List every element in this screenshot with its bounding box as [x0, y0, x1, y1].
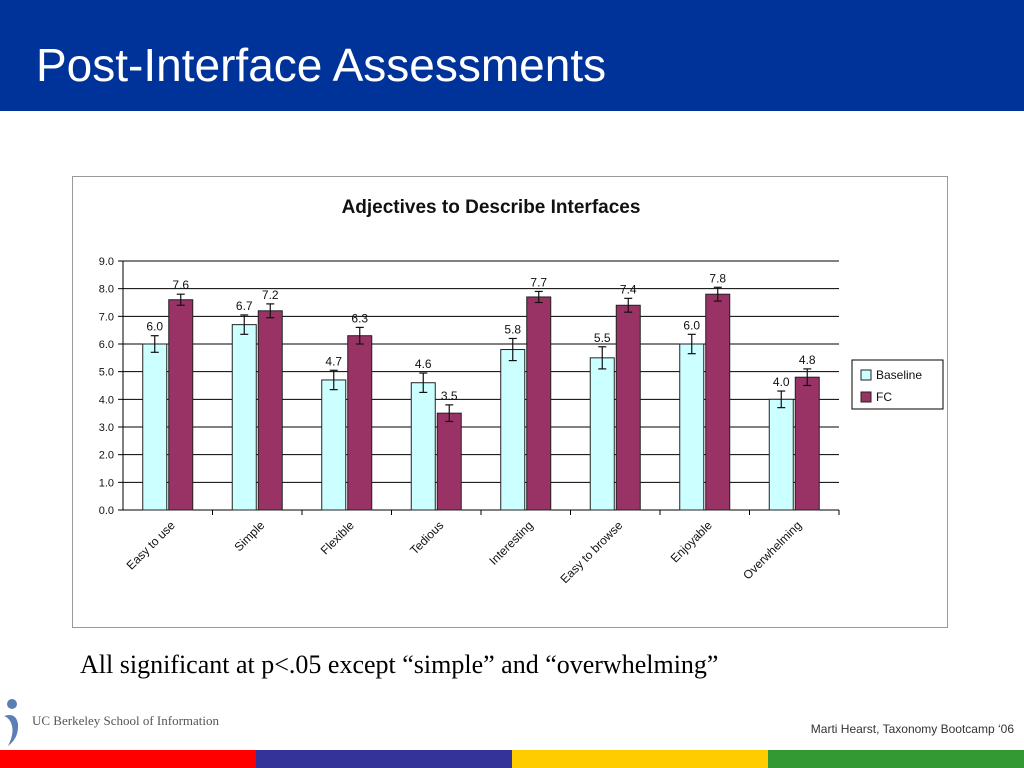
data-label: 4.7: [325, 354, 342, 368]
data-label: 4.0: [773, 375, 790, 389]
category-label: Flexible: [318, 518, 357, 557]
logo-text: UC Berkeley School of Information: [32, 713, 220, 728]
y-tick-label: 3.0: [99, 422, 114, 434]
bar-fc: [347, 335, 373, 511]
category-label: Tedious: [407, 518, 446, 557]
category-label: Easy to browse: [557, 518, 625, 586]
legend-label-baseline: Baseline: [876, 368, 922, 382]
data-label: 4.6: [415, 357, 432, 371]
title-bar: Post-Interface Assessments: [0, 0, 1024, 111]
chart-svg: Adjectives to Describe Interfaces 0.0 1.0 2…: [99, 197, 944, 586]
bar-fc: [168, 299, 194, 511]
data-label: 6.3: [351, 311, 368, 325]
bar-baseline: [679, 343, 705, 511]
bar-fc: [526, 296, 552, 511]
bar-fc: [615, 304, 641, 511]
bar-fc: [436, 412, 462, 511]
y-tick-label: 0.0: [99, 505, 114, 517]
data-label: 7.6: [172, 278, 189, 292]
data-label: 5.8: [504, 322, 521, 336]
legend-label-fc: FC: [876, 390, 892, 404]
slide-caption: All significant at p<.05 except “simple”…: [80, 650, 719, 679]
y-tick-label: 8.0: [99, 284, 114, 296]
category-label: Easy to use: [124, 518, 178, 572]
strip-blue: [256, 750, 512, 768]
chart-title: Adjectives to Describe Interfaces: [342, 197, 641, 218]
strip-red: [0, 750, 256, 768]
data-label: 5.5: [594, 331, 611, 345]
bar-baseline: [321, 379, 347, 511]
data-label: 3.5: [441, 389, 458, 403]
chart-frame: Adjectives to Describe Interfaces 0.0 1.0 2…: [72, 176, 948, 628]
strip-yellow: [512, 750, 768, 768]
data-label: 6.7: [236, 299, 253, 313]
data-label: 7.7: [530, 275, 547, 289]
category-label: Simple: [232, 518, 268, 554]
bar-baseline: [500, 349, 526, 511]
bar-baseline: [768, 398, 794, 511]
bar-fc: [705, 293, 731, 511]
legend-swatch-baseline: [860, 369, 872, 381]
y-tick-label: 2.0: [99, 450, 114, 462]
category-label: Interesting: [486, 518, 536, 568]
category-label: Overwhelming: [740, 518, 804, 582]
bar-fc: [794, 376, 820, 511]
y-tick-label: 1.0: [99, 477, 114, 489]
data-label: 7.4: [620, 282, 637, 296]
y-tick-label: 7.0: [99, 311, 114, 323]
data-label: 7.8: [709, 271, 726, 285]
y-tick-label: 4.0: [99, 394, 114, 406]
bar-baseline: [231, 324, 257, 511]
strip-green: [768, 750, 1024, 768]
y-tick-label: 9.0: [99, 256, 114, 268]
data-label: 4.8: [799, 353, 816, 367]
bar-baseline: [589, 357, 615, 511]
slide-title: Post-Interface Assessments: [36, 39, 607, 91]
berkeley-logo-icon: UC Berkeley School of Information: [4, 699, 220, 746]
data-label: 6.0: [683, 318, 700, 332]
category-label: Enjoyable: [668, 518, 715, 565]
footer-text: Marti Hearst, Taxonomy Bootcamp ‘06: [810, 722, 1014, 736]
y-tick-label: 6.0: [99, 339, 114, 351]
berkeley-logo: UC Berkeley School of Information: [0, 698, 240, 748]
bar-baseline: [410, 382, 436, 511]
y-tick-label: 5.0: [99, 367, 114, 379]
legend-swatch-fc: [860, 391, 872, 403]
data-label: 6.0: [146, 320, 163, 334]
color-strip: [0, 750, 1024, 768]
bar-fc: [257, 310, 283, 511]
bar-baseline: [142, 343, 168, 511]
data-label: 7.2: [262, 288, 279, 302]
